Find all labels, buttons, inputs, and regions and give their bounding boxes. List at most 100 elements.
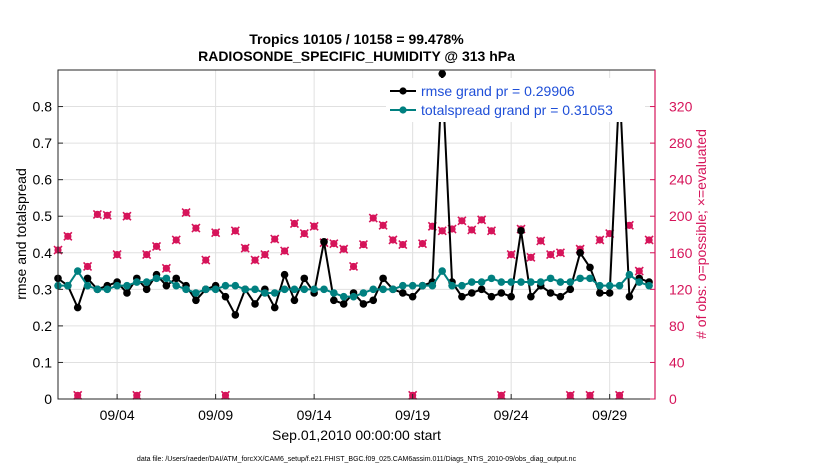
rmse-point [320,238,328,246]
obs-evaluated-stroke [506,250,516,260]
obs-evaluated-marker [388,235,398,245]
rmse-point [399,289,407,297]
obs-evaluated-marker [565,390,575,400]
rmse-point [487,292,496,301]
spread-point [458,281,466,290]
obs-evaluated-stroke [437,226,447,236]
obs-evaluated-stroke [260,250,270,260]
rmse-point [290,296,299,305]
obs-evaluated-stroke [378,220,388,230]
rmse-point [359,300,368,308]
spread-point [418,281,427,290]
spread-point [546,274,555,283]
y-tick-label-right: 0 [669,391,677,407]
obs-evaluated-stroke [417,239,428,249]
rmse-point [221,292,230,301]
obs-evaluated-marker [368,213,378,223]
spread-point [556,278,565,286]
obs-evaluated-marker [506,250,516,260]
spread-point [615,281,624,290]
obs-evaluated-stroke [526,252,536,262]
rmse-point [142,285,151,294]
spread-point [497,278,506,286]
spread-point [586,274,594,283]
obs-evaluated-stroke [496,390,506,400]
rmse-point [270,303,279,312]
rmse-point [497,289,506,297]
spread-point [211,285,220,294]
legend-spread-label: totalspread grand pr = 0.31053 [421,102,613,118]
obs-evaluated-stroke [585,390,595,400]
obs-evaluated-marker [63,231,73,241]
obs-evaluated-stroke [634,266,644,276]
spread-point [330,289,338,297]
obs-evaluated-stroke [201,255,211,265]
rmse-point [625,292,634,301]
spread-point [172,281,181,290]
obs-evaluated-marker [220,390,231,400]
y-tick-label-right: 160 [669,245,693,261]
spread-point [369,285,378,294]
rmse-point [566,285,575,294]
obs-evaluated-stroke [220,390,231,400]
obs-evaluated-marker [299,229,309,239]
obs-evaluated-marker [496,390,506,400]
spread-point [645,281,653,290]
rmse-point [192,296,200,305]
obs-evaluated-stroke [546,250,556,260]
obs-evaluated-stroke [211,228,221,238]
obs-evaluated-marker [486,226,497,236]
chart-title-line1: Tropics 10105 / 10158 = 99.478% [249,31,464,47]
spread-point [113,281,121,290]
rmse-point [527,292,535,301]
obs-evaluated-stroke [614,390,625,400]
obs-evaluated-marker [230,226,240,236]
spread-point [408,281,417,290]
spread-point [477,278,486,286]
spread-point [596,281,604,290]
rmse-point [369,296,378,305]
y-tick-label-left: 0.6 [33,172,53,188]
spread-point [123,281,131,290]
spread-point [507,278,515,286]
obs-evaluated-marker [398,239,408,250]
obs-evaluated-stroke [161,263,171,273]
obs-evaluated-stroke [477,215,487,225]
chart-title-line2: RADIOSONDE_SPECIFIC_HUMIDITY @ 313 hPa [198,48,515,64]
spread-point [64,281,72,290]
obs-evaluated-marker [151,241,162,251]
spread-point [625,270,634,279]
obs-evaluated-stroke [348,261,359,272]
obs-evaluated-marker [536,236,546,246]
obs-evaluated-stroke [644,235,654,245]
rmse-point [477,285,486,294]
spread-point [261,289,269,297]
obs-evaluated-marker [132,390,142,400]
spread-point [221,281,230,290]
obs-evaluated-stroke [151,241,162,251]
spread-point [399,281,407,290]
obs-evaluated-marker [270,234,280,244]
obs-evaluated-stroke [63,231,73,241]
legend-box [386,78,645,122]
x-axis-label: Sep.01,2010 00:00:00 start [272,427,441,443]
obs-evaluated-stroke [565,390,575,400]
obs-evaluated-marker [477,215,487,225]
spread-point [300,285,309,294]
rmse-point [546,289,555,297]
obs-evaluated-stroke [555,248,565,258]
spread-point [389,285,397,294]
obs-evaluated-stroke [280,246,290,256]
spread-point [270,289,279,297]
obs-evaluated-stroke [82,261,93,272]
obs-evaluated-stroke [142,250,152,260]
rmse-point [467,289,476,297]
obs-evaluated-stroke [102,210,112,220]
spread-point [576,274,584,283]
rmse-point [300,274,309,283]
obs-evaluated-marker [73,390,83,400]
y-tick-label-left: 0.1 [33,354,53,370]
obs-evaluated-marker [339,244,349,254]
obs-evaluated-marker [437,226,447,236]
